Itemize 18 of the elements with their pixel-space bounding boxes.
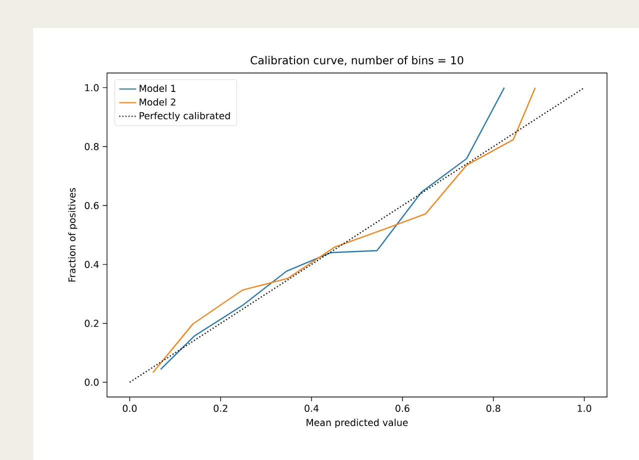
legend-label: Perfectly calibrated [140,112,230,122]
legend-label: Model 2 [140,98,176,106]
x-tick-label: 0.8 [486,404,500,412]
x-axis-title: Mean predicted value [306,418,408,428]
legend-label: Model 1 [140,84,176,92]
y-tick-label: 0.8 [84,143,99,150]
x-tick-label: 0.6 [396,404,410,412]
x-tick-label: 0.0 [122,404,137,412]
x-tick-label: 0.2 [214,404,228,412]
y-tick-label: 0.4 [84,260,99,268]
x-tick-label: 1.0 [578,404,592,412]
y-tick-label: 0.0 [84,378,99,386]
x-tick-label: 0.4 [304,404,319,412]
chart-title: Calibration curve, number of bins = 10 [250,56,464,66]
y-axis-title: Fraction of positives [68,188,78,282]
y-tick-label: 0.2 [84,320,98,327]
y-tick-label: 0.6 [84,202,99,210]
y-tick-label: 1.0 [85,84,99,92]
